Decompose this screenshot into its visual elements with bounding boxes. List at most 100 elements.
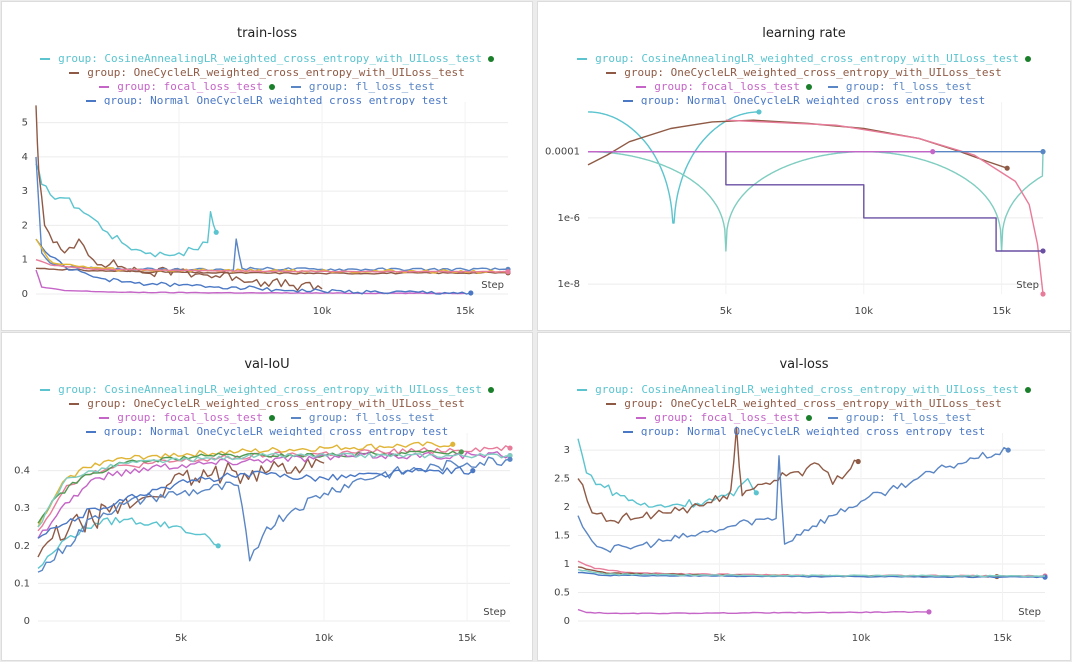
series-end-marker — [507, 456, 513, 462]
series-line[interactable] — [588, 151, 1044, 252]
series-line[interactable] — [35, 163, 217, 258]
legend-label: group: Normal_OneCycleLR_weighted_cross_… — [103, 425, 449, 436]
x-tick-label: 10k — [315, 633, 334, 644]
legend-item[interactable]: group: focal_loss_test — [636, 411, 812, 425]
chart-legend: group: CosineAnnealingLR_weighted_cross_… — [538, 383, 1070, 436]
series-line[interactable] — [725, 119, 1044, 295]
series-line[interactable] — [577, 571, 1046, 579]
chart-legend: group: CosineAnnealingLR_weighted_cross_… — [2, 383, 532, 436]
legend-item[interactable]: group: OneCycleLR_weighted_cross_entropy… — [69, 66, 465, 80]
legend-label: group: CosineAnnealingLR_weighted_cross_… — [595, 383, 1019, 396]
legend-item[interactable]: group: Normal_OneCycleLR_weighted_cross_… — [622, 425, 986, 436]
series-line[interactable] — [577, 446, 1009, 553]
legend-marker-dot — [487, 56, 494, 62]
legend-item[interactable]: group: Normal_OneCycleLR_weighted_cross_… — [85, 94, 449, 105]
legend-row: group: focal_loss_test group: fl_loss_tes… — [538, 80, 1070, 94]
legend-swatch — [85, 100, 96, 102]
legend-marker-dot — [1024, 56, 1031, 62]
legend-row: group: CosineAnnealingLR_weighted_cross_… — [538, 52, 1070, 66]
series-line[interactable] — [35, 105, 323, 292]
y-tick-label: 1e-8 — [558, 279, 581, 290]
series-line[interactable] — [37, 516, 219, 569]
series-end-marker — [926, 609, 932, 615]
y-tick-label: 5 — [22, 118, 28, 129]
legend-item[interactable]: group: fl_loss_test — [827, 80, 972, 94]
legend-swatch — [85, 431, 96, 433]
legend-item[interactable]: group: focal_loss_test — [99, 80, 275, 94]
x-axis-label: Step — [1016, 280, 1039, 291]
series-line[interactable] — [577, 608, 929, 615]
series-line[interactable] — [37, 452, 511, 528]
legend-swatch — [636, 417, 647, 419]
series-line[interactable] — [35, 269, 466, 295]
chart-title: train-loss — [236, 26, 298, 41]
legend-item[interactable]: group: CosineAnnealingLR_weighted_cross_… — [577, 383, 1031, 397]
series-end-marker — [458, 449, 464, 455]
y-tick-label: 2.5 — [554, 474, 570, 485]
series-line[interactable] — [577, 438, 757, 508]
legend-item[interactable]: group: Normal_OneCycleLR_weighted_cross_… — [622, 94, 986, 105]
x-axis-label: Step — [483, 607, 506, 618]
series-line[interactable] — [577, 426, 859, 524]
series-line[interactable] — [37, 456, 511, 573]
series-line[interactable] — [37, 441, 454, 528]
series-line[interactable] — [35, 156, 509, 272]
legend-swatch — [290, 417, 301, 419]
x-tick-label: 5k — [713, 633, 725, 644]
series-line[interactable] — [37, 450, 462, 524]
series-line[interactable] — [35, 259, 509, 273]
legend-label: group: OneCycleLR_weighted_cross_entropy… — [624, 397, 1002, 410]
legend-item[interactable]: group: CosineAnnealingLR_weighted_cross_… — [40, 52, 494, 66]
legend-item[interactable]: group: CosineAnnealingLR_weighted_cross_… — [40, 383, 494, 397]
x-tick-label: 5k — [720, 306, 732, 317]
legend-swatch — [606, 403, 617, 405]
legend-marker-dot — [487, 387, 494, 393]
legend-item[interactable]: group: focal_loss_test — [636, 80, 812, 94]
legend-row: group: OneCycleLR_weighted_cross_entropy… — [538, 397, 1070, 411]
series-line[interactable] — [588, 151, 1043, 252]
y-tick-label: 0.0001 — [545, 147, 580, 158]
series-end-marker — [753, 490, 759, 496]
y-tick-label: 1e-6 — [558, 213, 581, 224]
y-tick-label: 0.4 — [14, 466, 30, 477]
plot-area: 0 1 2 3 4 5 5k 10k 15k Step — [22, 102, 511, 317]
series-end-marker — [855, 458, 861, 465]
plot-area: 0 0.1 0.2 0.3 0.4 5k 10k 15k Step — [14, 433, 513, 644]
legend-label: group: focal_loss_test — [654, 411, 800, 424]
series-line[interactable] — [577, 569, 1046, 578]
legend-item[interactable]: group: OneCycleLR_weighted_cross_entropy… — [69, 397, 465, 411]
x-tick-label: 10k — [852, 633, 871, 644]
plot-area: 0.0001 1e-6 1e-8 5k 10k 15k Step — [545, 102, 1046, 317]
legend-item[interactable]: group: fl_loss_test — [827, 411, 972, 425]
legend-label: group: Normal_OneCycleLR_weighted_cross_… — [640, 425, 986, 436]
chart-legend: group: CosineAnnealingLR_weighted_cross_… — [2, 52, 532, 105]
series-line[interactable] — [587, 119, 1008, 169]
series-line[interactable] — [588, 111, 759, 224]
legend-swatch — [577, 389, 588, 391]
legend-item[interactable]: group: OneCycleLR_weighted_cross_entropy… — [606, 397, 1002, 411]
legend-item[interactable]: group: fl_loss_test — [290, 411, 435, 425]
y-tick-label: 0 — [22, 289, 28, 300]
legend-marker-dot — [268, 84, 275, 90]
legend-swatch — [622, 100, 633, 102]
series-end-marker — [756, 109, 762, 115]
series-end-marker — [1040, 149, 1046, 155]
chart-panel-train-loss: 0 1 2 3 4 5 5k 10k 15k Step train-loss group: Cos… — [1, 1, 533, 331]
series-end-marker — [1040, 248, 1046, 254]
chart-title: learning rate — [762, 26, 846, 41]
chart-title: val-loss — [779, 357, 829, 372]
legend-label: group: Normal_OneCycleLR_weighted_cross_… — [640, 94, 986, 105]
legend-item[interactable]: group: CosineAnnealingLR_weighted_cross_… — [577, 52, 1031, 66]
legend-item[interactable]: group: focal_loss_test — [99, 411, 275, 425]
legend-item[interactable]: group: Normal_OneCycleLR_weighted_cross_… — [85, 425, 449, 436]
legend-marker-dot — [268, 415, 275, 421]
series-end-marker — [507, 445, 513, 451]
legend-item[interactable]: group: fl_loss_test — [290, 80, 435, 94]
x-tick-label: 5k — [173, 306, 185, 317]
legend-label: group: Normal_OneCycleLR_weighted_cross_… — [103, 94, 449, 105]
series-line[interactable] — [37, 466, 474, 539]
series-line[interactable] — [35, 267, 508, 275]
legend-item[interactable]: group: OneCycleLR_weighted_cross_entropy… — [606, 66, 1002, 80]
series-line[interactable] — [35, 238, 471, 295]
series-end-marker — [505, 269, 511, 275]
